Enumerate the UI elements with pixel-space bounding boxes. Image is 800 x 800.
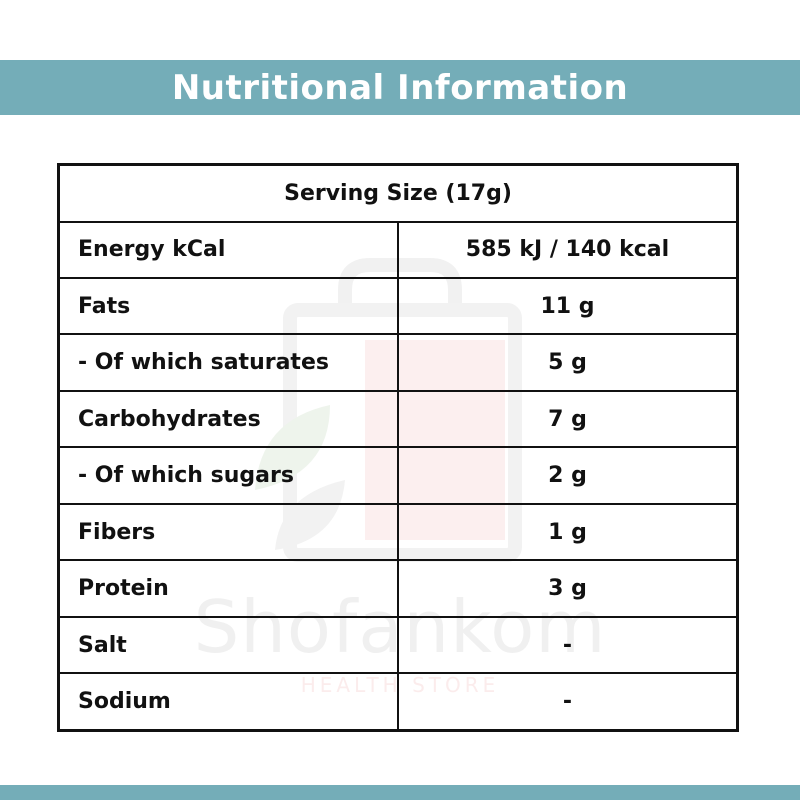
row-label-carbohydrates: Carbohydrates bbox=[57, 389, 399, 449]
table-header-row: Serving Size (17g) bbox=[57, 163, 739, 223]
table-row: Protein 3 g bbox=[57, 559, 739, 618]
row-label-salt: Salt bbox=[57, 615, 399, 675]
row-value-carbohydrates: 7 g bbox=[397, 389, 739, 449]
row-label-fats: Fats bbox=[57, 276, 399, 336]
row-label-saturates: - Of which saturates bbox=[57, 333, 399, 392]
row-value-energy: 585 kJ / 140 kcal bbox=[397, 220, 739, 279]
table-row: Energy kCal 585 kJ / 140 kcal bbox=[57, 220, 739, 279]
row-label-energy: Energy kCal bbox=[57, 220, 399, 279]
row-label-sugars: - Of which sugars bbox=[57, 446, 399, 505]
table-row: Fibers 1 g bbox=[57, 502, 739, 562]
row-value-saturates: 5 g bbox=[397, 333, 739, 392]
table-row: Carbohydrates 7 g bbox=[57, 389, 739, 449]
table-row: Salt - bbox=[57, 615, 739, 675]
table-row: - Of which sugars 2 g bbox=[57, 446, 739, 505]
page-title: Nutritional Information bbox=[171, 67, 629, 108]
row-label-fibers: Fibers bbox=[57, 502, 399, 562]
bottom-strip bbox=[0, 785, 800, 800]
serving-size-header: Serving Size (17g) bbox=[57, 163, 739, 223]
row-value-salt: - bbox=[397, 615, 739, 675]
table-row: - Of which saturates 5 g bbox=[57, 333, 739, 392]
row-value-sodium: - bbox=[397, 672, 739, 732]
row-value-fibers: 1 g bbox=[397, 502, 739, 562]
row-value-fats: 11 g bbox=[397, 276, 739, 336]
nutrition-table: Serving Size (17g) Energy kCal 585 kJ / … bbox=[57, 163, 739, 732]
row-label-sodium: Sodium bbox=[57, 672, 399, 732]
row-value-sugars: 2 g bbox=[397, 446, 739, 505]
table-row: Sodium - bbox=[57, 672, 739, 732]
row-value-protein: 3 g bbox=[397, 559, 739, 618]
table-row: Fats 11 g bbox=[57, 276, 739, 336]
row-label-protein: Protein bbox=[57, 559, 399, 618]
title-banner: Nutritional Information bbox=[0, 60, 800, 115]
